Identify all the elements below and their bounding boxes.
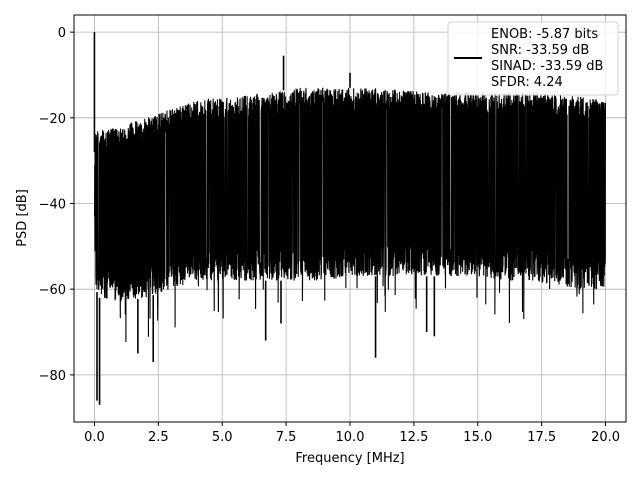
y-tick-label: −60 (39, 283, 66, 298)
y-axis-title: PSD [dB] (15, 189, 30, 247)
x-tick-label: 20.0 (591, 430, 620, 445)
x-tick-label: 7.5 (276, 430, 297, 445)
legend-enob: ENOB: -5.87 bits (491, 27, 598, 42)
y-tick-label: −40 (39, 198, 66, 213)
x-tick-label: 5.0 (212, 430, 233, 445)
x-tick-label: 15.0 (463, 430, 492, 445)
x-tick-label: 12.5 (399, 430, 428, 445)
legend-box (447, 21, 619, 96)
psd-noise-trace (93, 87, 607, 343)
x-tick-label: 17.5 (527, 430, 556, 445)
axis-ticks: 0.0 2.5 5.0 7.5 10.0 12.5 15.0 17.5 20.0 0 −20 −40 −… (39, 26, 620, 445)
legend-sinad: SINAD: -33.59 dB (491, 59, 603, 74)
psd-series (93, 32, 607, 405)
y-tick-label: 0 (58, 26, 66, 41)
x-tick-label: 2.5 (148, 430, 169, 445)
y-tick-label: −20 (39, 112, 66, 127)
x-tick-label: 0.0 (84, 430, 105, 445)
legend-sfdr: SFDR: 4.24 (491, 75, 563, 90)
x-axis-title: Frequency [MHz] (295, 451, 404, 466)
y-tick-label: −80 (39, 369, 66, 384)
legend-snr: SNR: -33.59 dB (491, 43, 589, 58)
legend: ENOB: -5.87 bits SNR: -33.59 dB SINAD: -… (447, 21, 619, 96)
x-tick-label: 10.0 (336, 430, 365, 445)
